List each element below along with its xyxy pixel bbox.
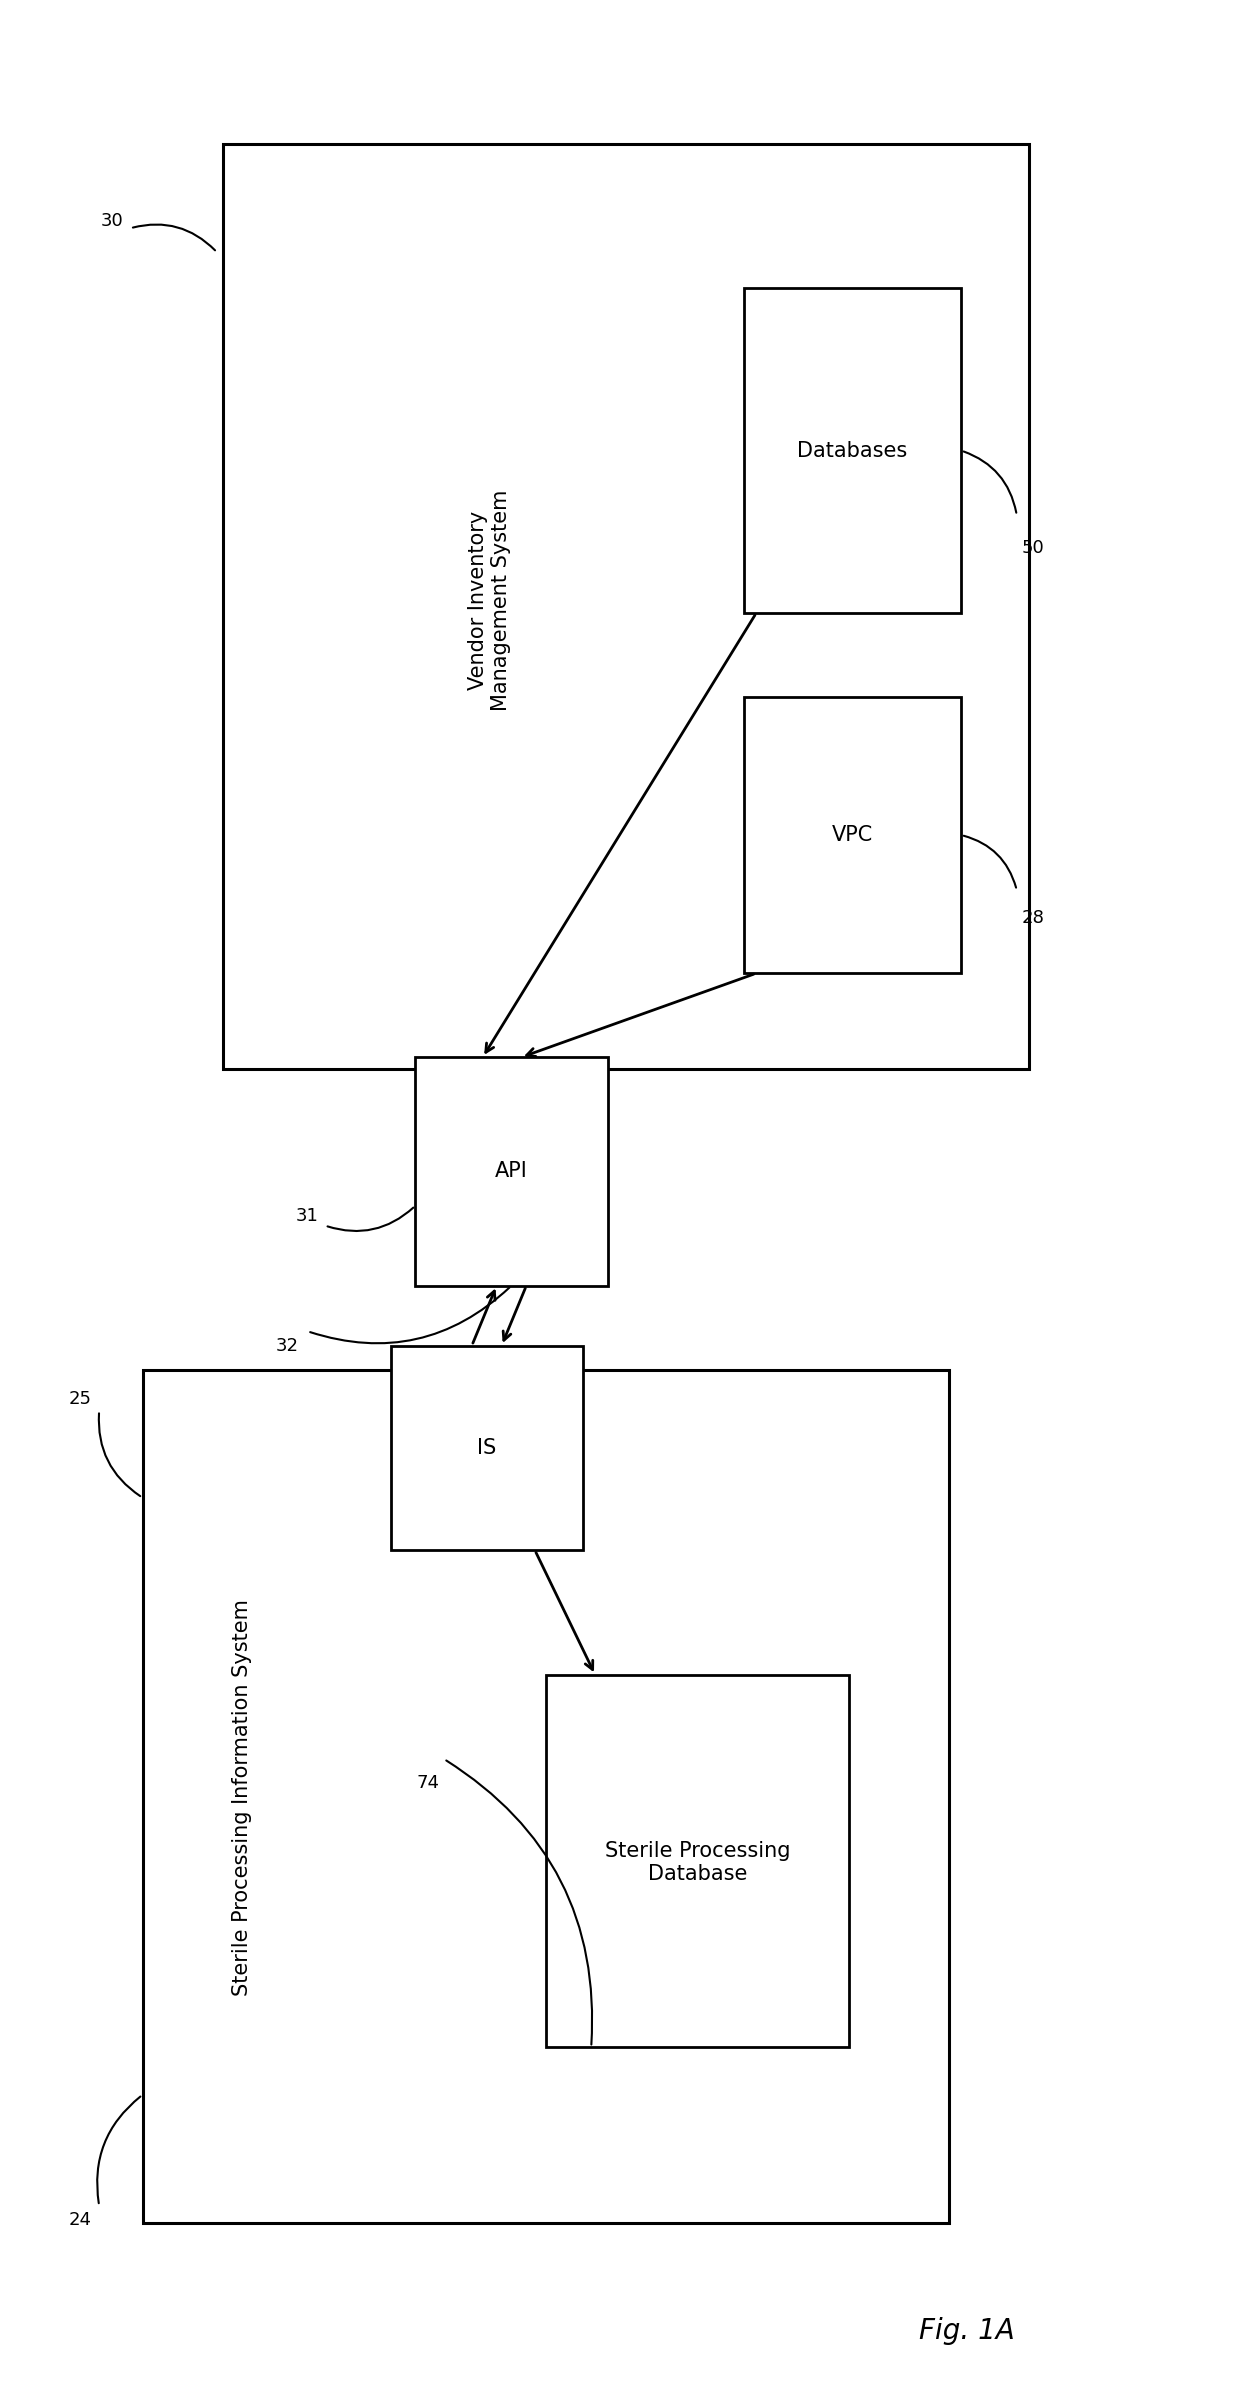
Text: VPC: VPC xyxy=(832,824,873,846)
Text: Sterile Processing
Database: Sterile Processing Database xyxy=(605,1841,790,1884)
Text: 31: 31 xyxy=(296,1206,319,1226)
Text: 25: 25 xyxy=(69,1389,92,1408)
Bar xyxy=(415,1057,608,1286)
Bar xyxy=(143,1370,949,2223)
Text: 28: 28 xyxy=(1022,908,1044,928)
Text: 32: 32 xyxy=(277,1336,299,1355)
Bar xyxy=(744,697,961,973)
Bar xyxy=(391,1346,583,1550)
Text: Databases: Databases xyxy=(797,440,908,461)
Text: 74: 74 xyxy=(417,1773,439,1793)
Text: 24: 24 xyxy=(69,2211,92,2230)
Bar xyxy=(744,288,961,613)
Text: 30: 30 xyxy=(100,211,123,231)
Text: API: API xyxy=(495,1161,528,1182)
Text: Sterile Processing Information System: Sterile Processing Information System xyxy=(232,1598,252,1997)
Text: IS: IS xyxy=(477,1437,496,1459)
Text: Vendor Inventory
Management System: Vendor Inventory Management System xyxy=(469,490,511,711)
Text: Fig. 1A: Fig. 1A xyxy=(919,2316,1016,2345)
Bar xyxy=(546,1675,849,2047)
Text: 50: 50 xyxy=(1022,538,1044,557)
Bar xyxy=(223,144,1029,1069)
